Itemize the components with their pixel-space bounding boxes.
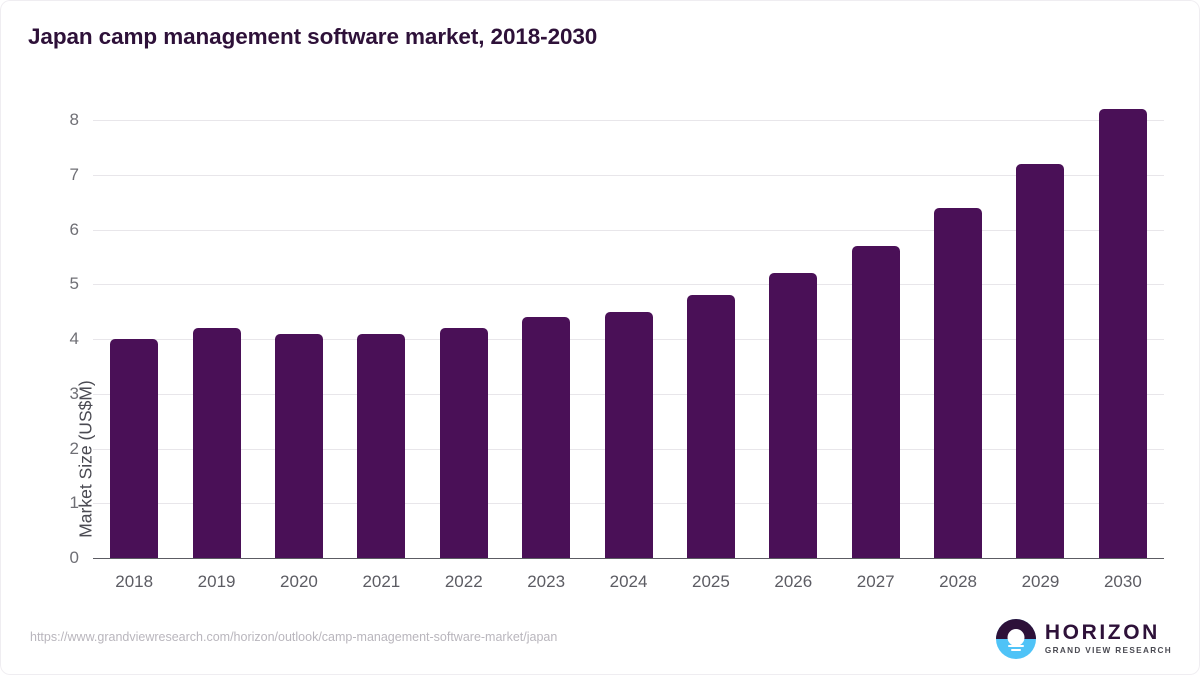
- x-axis-tick-label: 2024: [609, 572, 648, 591]
- x-axis-tick-label: 2021: [362, 572, 401, 591]
- bar-group[interactable]: 2024: [587, 120, 669, 591]
- bar-group[interactable]: 2029: [999, 120, 1081, 591]
- bar-group[interactable]: 2022: [423, 120, 505, 591]
- gridline: [93, 229, 1164, 231]
- gridline: [93, 120, 1164, 121]
- bar[interactable]: [769, 273, 818, 558]
- y-axis-tick-label: 6: [69, 219, 79, 239]
- bar[interactable]: [274, 333, 323, 558]
- bar[interactable]: [439, 328, 488, 558]
- x-axis-tick-label: 2025: [692, 572, 730, 591]
- bar[interactable]: [851, 245, 900, 558]
- x-axis-tick-label: 2022: [444, 572, 483, 591]
- bar-group[interactable]: 2021: [340, 120, 422, 591]
- bar-group[interactable]: 2026: [752, 120, 834, 591]
- x-axis-tick-label: 2023: [527, 572, 566, 591]
- bar-group[interactable]: 2018: [93, 120, 175, 591]
- bar-group[interactable]: 2027: [835, 120, 917, 591]
- bar[interactable]: [604, 311, 653, 558]
- x-axis-tick-label: 2030: [1103, 572, 1142, 591]
- x-axis-line: [93, 557, 1164, 559]
- source-url[interactable]: https://www.grandviewresearch.com/horizo…: [30, 630, 558, 644]
- x-axis-tick-label: 2029: [1021, 572, 1060, 591]
- bar[interactable]: [1016, 163, 1065, 558]
- x-axis-tick-label: 2027: [856, 572, 895, 591]
- bar[interactable]: [110, 339, 159, 558]
- y-axis-tick-label: 5: [69, 274, 79, 294]
- bar[interactable]: [1098, 109, 1147, 558]
- horizon-logo: HORIZON GRAND VIEW RESEARCH: [995, 618, 1172, 660]
- bar[interactable]: [357, 333, 406, 558]
- x-axis-tick-label: 2028: [939, 572, 978, 591]
- y-axis-tick-label: 1: [69, 493, 79, 513]
- y-axis-tick-label: 2: [69, 438, 79, 458]
- gridline: [93, 174, 1164, 176]
- logo-text: HORIZON GRAND VIEW RESEARCH: [1045, 622, 1172, 655]
- bar-group[interactable]: 2028: [917, 120, 999, 591]
- bar-group[interactable]: 2023: [505, 120, 587, 591]
- bar-group[interactable]: 2030: [1082, 109, 1164, 591]
- bar[interactable]: [192, 328, 241, 558]
- y-axis-tick-label: 0: [69, 548, 79, 567]
- bar-series: 2018 2019 2020 2021 2022 2023 2024 2025 2026 2027…: [93, 109, 1164, 591]
- logo-wordmark: HORIZON: [1044, 621, 1160, 645]
- bar-group[interactable]: 2019: [175, 120, 257, 591]
- bar[interactable]: [686, 295, 735, 558]
- x-axis-tick-label: 2026: [774, 572, 813, 591]
- y-axis-tick-label: 8: [69, 110, 79, 129]
- x-axis-tick-label: 2019: [197, 572, 236, 591]
- horizon-logo-mark-icon: [995, 619, 1036, 659]
- logo-tagline: GRAND VIEW RESEARCH: [1044, 646, 1172, 656]
- x-axis-tick-label: 2020: [280, 572, 318, 591]
- y-axis-tick-label: 7: [69, 164, 79, 184]
- y-axis-tick-label: 4: [69, 329, 79, 348]
- bar[interactable]: [934, 207, 983, 558]
- bar-group[interactable]: 2025: [670, 120, 752, 591]
- y-axis-tick-label: 3: [69, 383, 79, 403]
- bar[interactable]: [522, 317, 571, 558]
- page-title: Japan camp management software market, 2…: [28, 24, 598, 49]
- bar-group[interactable]: 2020: [258, 120, 340, 591]
- x-axis-tick-label: 2018: [115, 572, 154, 591]
- gridline: [93, 284, 1164, 286]
